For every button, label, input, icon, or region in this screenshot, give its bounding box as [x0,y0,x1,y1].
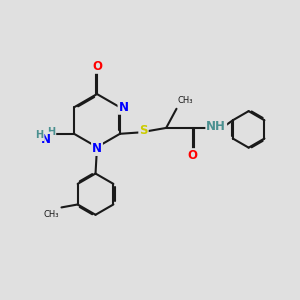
Text: O: O [188,149,198,162]
Text: H: H [35,130,44,140]
Text: N: N [118,101,128,114]
Text: NH: NH [206,120,226,133]
Text: O: O [92,60,102,73]
Text: N: N [40,133,50,146]
Text: S: S [139,124,148,137]
Text: CH₃: CH₃ [44,210,59,219]
Text: CH₃: CH₃ [178,96,194,105]
Text: N: N [92,142,102,155]
Text: H: H [47,127,56,137]
